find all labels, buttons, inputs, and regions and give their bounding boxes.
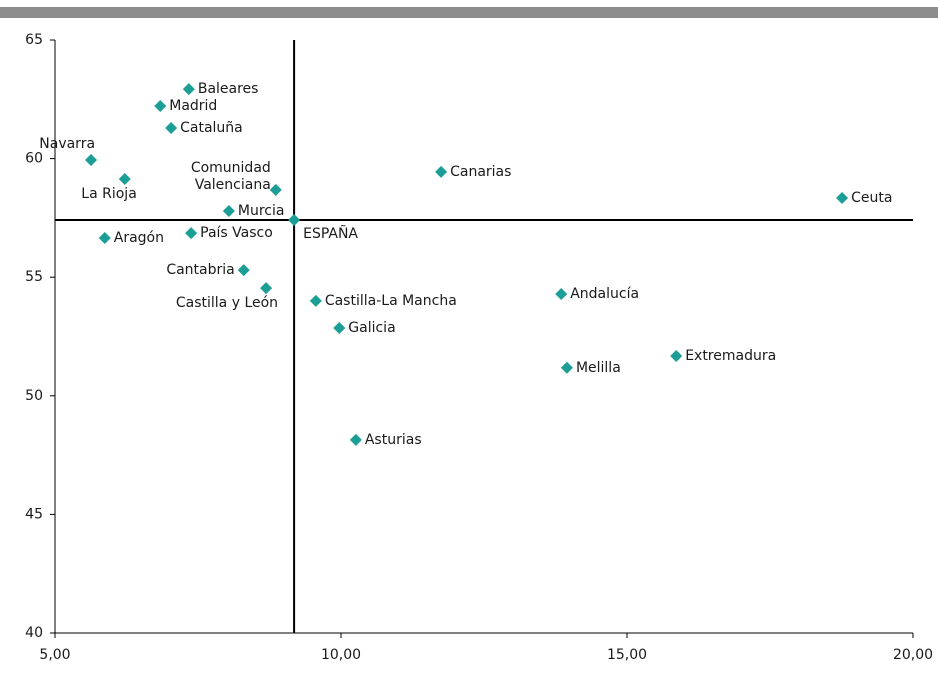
point-label: Extremadura xyxy=(685,348,776,364)
point xyxy=(555,288,568,301)
point-label: Comunidad Valenciana xyxy=(191,160,271,193)
y-tick-label: 60 xyxy=(25,151,43,167)
x-tick-label: 20,00 xyxy=(893,647,933,663)
point-label: País Vasco xyxy=(200,225,273,241)
point xyxy=(154,99,167,112)
point-label: Cantabria xyxy=(166,262,234,278)
point-label: Castilla-La Mancha xyxy=(325,293,457,309)
point-label: Andalucía xyxy=(570,286,639,302)
point xyxy=(670,349,683,362)
point xyxy=(349,433,362,446)
point-label: Castilla y León xyxy=(176,295,278,311)
point-label: Asturias xyxy=(365,432,422,448)
point xyxy=(98,232,111,245)
point-label: La Rioja xyxy=(81,186,136,202)
point xyxy=(435,165,448,178)
point-label-line: Valenciana xyxy=(195,177,271,193)
point-label: Aragón xyxy=(114,230,164,246)
y-tick-label: 55 xyxy=(25,269,43,285)
point xyxy=(165,122,178,135)
point-label-line: Comunidad xyxy=(191,160,271,176)
point-label: Baleares xyxy=(198,81,259,97)
point xyxy=(237,264,250,277)
point-label: Madrid xyxy=(169,98,217,114)
point xyxy=(118,172,131,185)
x-tick-label: 5,00 xyxy=(39,647,70,663)
point-label: Galicia xyxy=(348,320,395,336)
point-label: Canarias xyxy=(450,164,511,180)
y-tick-label: 50 xyxy=(25,388,43,404)
point xyxy=(222,205,235,218)
point-label: Ceuta xyxy=(851,190,892,206)
x-tick-label: 15,00 xyxy=(607,647,647,663)
header-bar xyxy=(0,7,938,18)
y-tick-label: 65 xyxy=(25,32,43,48)
point xyxy=(85,154,98,167)
point xyxy=(269,183,282,196)
point xyxy=(333,321,346,334)
point-label: Melilla xyxy=(576,360,621,376)
point xyxy=(560,361,573,374)
point xyxy=(260,282,273,295)
y-tick-label: 40 xyxy=(25,625,43,641)
point-label: Murcia xyxy=(238,203,285,219)
point-label: Navarra xyxy=(39,136,95,152)
y-tick-label: 45 xyxy=(25,506,43,522)
point xyxy=(309,294,322,307)
point xyxy=(185,227,198,240)
x-tick-label: 10,00 xyxy=(321,647,361,663)
point xyxy=(288,214,301,227)
point-label: ESPAÑA xyxy=(303,225,358,242)
point xyxy=(182,83,195,96)
point-label: Cataluña xyxy=(180,120,243,136)
point xyxy=(836,191,849,204)
